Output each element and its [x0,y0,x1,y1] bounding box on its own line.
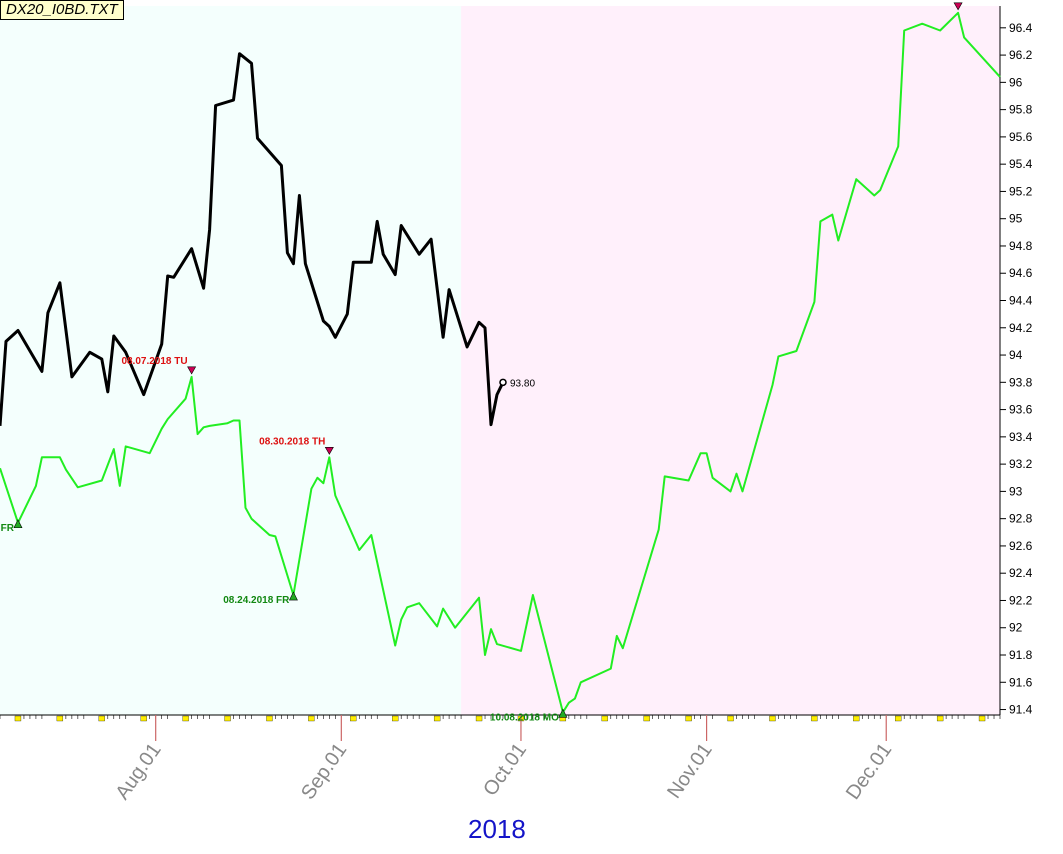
y-tick-label: 93.4 [1009,430,1033,444]
week-tick [433,715,441,722]
future-background [461,6,1000,715]
x-tick-label: Nov.01 [663,739,717,802]
week-tick [727,715,734,722]
y-tick-label: 96.2 [1009,48,1033,62]
week-tick [601,715,608,722]
week-tick [853,715,860,722]
y-tick-label: 95.8 [1009,103,1033,117]
x-axis-labels: Aug.01 Sep.01 Oct.01 Nov.01 Dec.01 [111,715,896,804]
week-tick [769,715,776,722]
week-tick [56,715,64,722]
x-tick-label: Oct.01 [479,739,531,800]
week-tick [895,715,902,722]
week-tick [224,715,231,722]
y-axis: 91.4 91.6 91.8 92 92.2 92.4 92.6 92.8 93 93.2 93.4… [999,6,1033,717]
bottom-marker [13,519,23,529]
price-line [0,11,1001,714]
week-tick [685,715,692,722]
y-tick-label: 91.4 [1009,703,1033,717]
y-tick-label: 92.6 [1009,539,1033,553]
annotations: 08.07.2018 TU 08.30.2018 TH 12.13.2018 TH F… [1,0,963,723]
bottom-marker [558,708,568,718]
y-tick-label: 94.6 [1009,266,1033,280]
last-value-marker [499,378,507,387]
y-tick-label: 94 [1009,348,1023,362]
series-lines [0,11,1001,714]
y-tick-label: 93 [1009,484,1023,498]
y-tick-label: 96.4 [1009,21,1033,35]
y-tick-label: 94.4 [1009,294,1033,308]
week-tick [14,715,22,722]
week-tick [978,715,986,722]
y-tick-label: 96 [1009,75,1023,89]
bottom-label: FR [1,523,15,534]
week-tick [350,715,357,722]
y-tick-label: 95.6 [1009,130,1033,144]
week-tick [643,715,650,722]
last-value-label: 93.80 [510,378,535,389]
x-tick-label: Sep.01 [297,739,351,804]
y-tick-label: 93.6 [1009,403,1033,417]
week-tick [475,715,483,722]
y-tick-label: 93.2 [1009,457,1033,471]
y-tick-label: 95.4 [1009,157,1033,171]
y-tick-label: 95 [1009,212,1023,226]
week-tick [392,715,399,722]
week-tick [140,715,147,722]
bottom-marker [288,591,298,601]
week-tick [98,715,105,722]
top-label: 08.07.2018 TU [121,356,187,367]
week-tick [811,715,818,722]
y-tick-label: 92 [1009,621,1023,635]
bottom-label: 10.08.2018 MO [490,712,559,723]
week-tick [266,715,273,722]
x-tick-label: Dec.01 [842,739,896,804]
x-tick-label: Aug.01 [111,739,165,804]
y-tick-label: 92.4 [1009,566,1033,580]
y-tick-label: 92.8 [1009,512,1033,526]
week-tick [936,715,944,722]
top-label: 08.30.2018 TH [259,436,325,447]
y-tick-label: 93.8 [1009,375,1033,389]
y-tick-label: 91.6 [1009,675,1033,689]
week-tick [182,715,189,722]
bottom-label: 08.24.2018 FR [223,595,290,606]
year-label: 2018 [468,814,526,844]
chart-title: DX20_I0BD.TXT [0,0,124,20]
top-marker [953,2,963,11]
x-tick-marks [0,714,1001,722]
top-label: 12.13.2018 TH [888,0,954,3]
y-tick-label: 94.2 [1009,321,1033,335]
projection-line [0,52,505,427]
y-tick-label: 94.8 [1009,239,1033,253]
y-tick-label: 92.2 [1009,593,1033,607]
top-marker [324,447,334,455]
y-tick-label: 95.2 [1009,184,1033,198]
y-tick-label: 91.8 [1009,648,1033,662]
week-tick [308,715,315,722]
top-marker [187,366,197,375]
